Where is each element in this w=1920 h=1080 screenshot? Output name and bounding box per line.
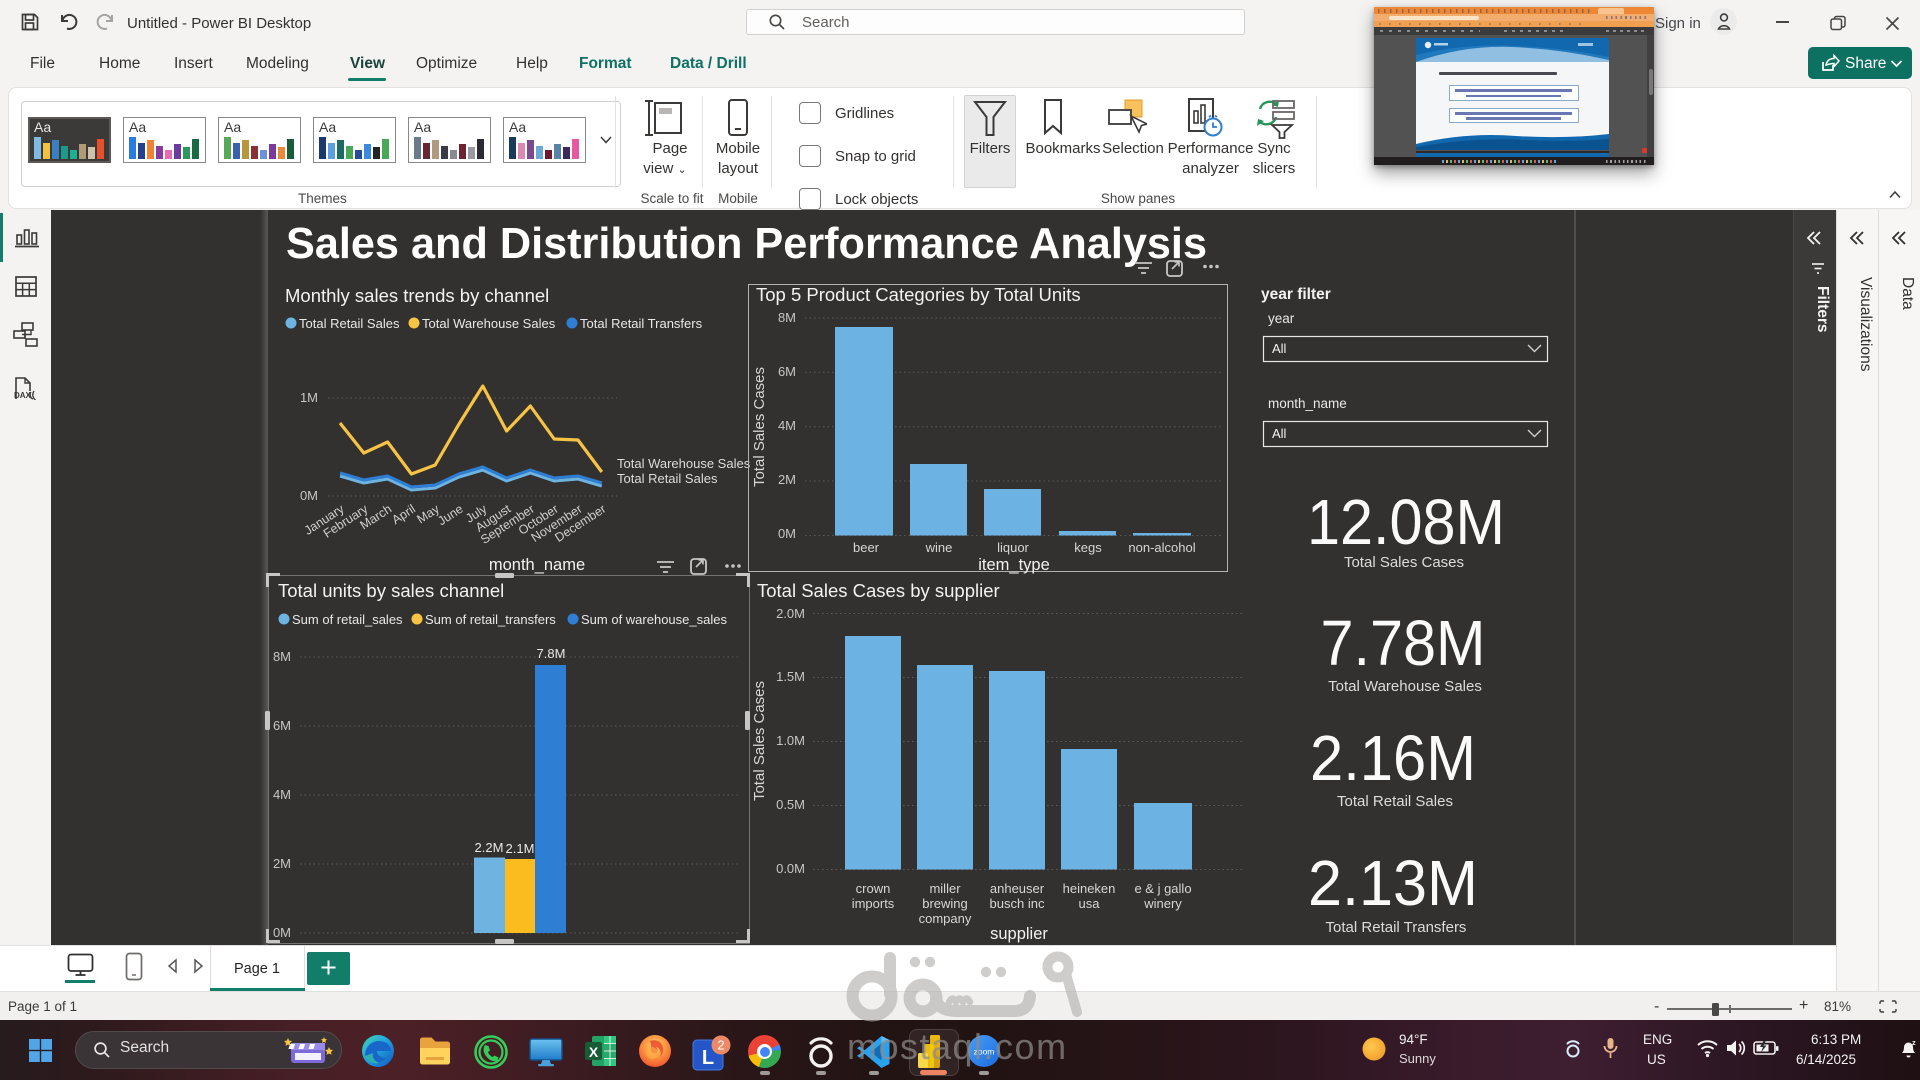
svg-text:e & j gallo: e & j gallo: [1134, 881, 1191, 896]
svg-text:All: All: [1272, 341, 1287, 356]
svg-text:year filter: year filter: [1261, 286, 1331, 303]
svg-text:Monthly sales trends by channe: Monthly sales trends by channel: [285, 285, 549, 306]
svg-text:month_name: month_name: [489, 556, 585, 574]
svg-text:Total Retail Transfers: Total Retail Transfers: [580, 316, 703, 331]
svg-text:8M: 8M: [273, 649, 291, 664]
svg-text:6M: 6M: [273, 718, 291, 733]
svg-text:Total Retail Transfers: Total Retail Transfers: [1326, 919, 1467, 936]
svg-text:0M: 0M: [273, 925, 291, 940]
svg-text:Total Retail Sales: Total Retail Sales: [1337, 793, 1453, 810]
svg-text:busch inc: busch inc: [990, 896, 1045, 911]
svg-text:item_type: item_type: [978, 556, 1050, 574]
svg-text:anheuser: anheuser: [990, 881, 1045, 896]
svg-text:1.5M: 1.5M: [776, 669, 805, 684]
svg-text:Visualizations: Visualizations: [1857, 277, 1874, 372]
svg-text:heineken: heineken: [1063, 881, 1116, 896]
svg-text:2M: 2M: [273, 856, 291, 871]
svg-text:All: All: [1272, 426, 1287, 441]
svg-text:4M: 4M: [273, 787, 291, 802]
svg-text:0.5M: 0.5M: [776, 797, 805, 812]
svg-text:Total Sales Cases: Total Sales Cases: [751, 681, 768, 801]
svg-text:non-alcohol: non-alcohol: [1128, 540, 1195, 555]
svg-text:0M: 0M: [300, 488, 318, 503]
svg-text:2.13M: 2.13M: [1308, 847, 1478, 919]
svg-text:Total Warehouse Sales: Total Warehouse Sales: [422, 316, 556, 331]
svg-text:imports: imports: [852, 896, 895, 911]
svg-text:Filters: Filters: [1814, 286, 1831, 333]
svg-text:2: 2: [717, 1038, 724, 1053]
svg-text:month_name: month_name: [1268, 396, 1347, 411]
svg-text:7.78M: 7.78M: [1321, 607, 1486, 679]
svg-text:2.1M: 2.1M: [506, 841, 535, 856]
svg-text:beer: beer: [853, 540, 880, 555]
svg-text:2.0M: 2.0M: [776, 606, 805, 621]
svg-text:winery: winery: [1143, 896, 1182, 911]
svg-text:L: L: [702, 1047, 714, 1069]
svg-text:brewing: brewing: [922, 896, 968, 911]
svg-text:kegs: kegs: [1074, 540, 1102, 555]
svg-text:6M: 6M: [778, 364, 796, 379]
svg-text:Sum of retail_transfers: Sum of retail_transfers: [425, 612, 556, 627]
svg-text:supplier: supplier: [990, 925, 1048, 943]
svg-text:year: year: [1268, 311, 1295, 326]
svg-text:Total Retail Sales: Total Retail Sales: [617, 471, 718, 486]
svg-text:Data: Data: [1899, 277, 1916, 310]
svg-text:8M: 8M: [778, 310, 796, 325]
svg-text:Total Sales Cases: Total Sales Cases: [751, 367, 768, 487]
svg-text:2M: 2M: [778, 472, 796, 487]
svg-text:7.8M: 7.8M: [537, 646, 566, 661]
svg-text:June: June: [435, 502, 465, 529]
svg-text:Sales and Distribution Perform: Sales and Distribution Performance Analy…: [286, 219, 1207, 268]
svg-text:1M: 1M: [300, 390, 318, 405]
svg-text:Total units by sales channel: Total units by sales channel: [278, 580, 504, 601]
svg-text:z: z: [1912, 1038, 1916, 1047]
svg-text:2.2M: 2.2M: [475, 840, 504, 855]
svg-text:Total Warehouse Sales: Total Warehouse Sales: [617, 456, 751, 471]
svg-text:Total Sales Cases by supplier: Total Sales Cases by supplier: [757, 580, 1000, 601]
svg-text:Sum of warehouse_sales: Sum of warehouse_sales: [581, 612, 727, 627]
svg-text:Total Sales Cases: Total Sales Cases: [1344, 554, 1464, 571]
svg-text:miller: miller: [929, 881, 961, 896]
svg-text:DAX: DAX: [14, 391, 32, 400]
svg-text:0.0M: 0.0M: [776, 861, 805, 876]
svg-text:12.08M: 12.08M: [1307, 486, 1505, 558]
svg-text:Total Retail Sales: Total Retail Sales: [299, 316, 400, 331]
svg-text:zoom: zoom: [974, 1047, 995, 1057]
svg-text:liquor: liquor: [997, 540, 1029, 555]
svg-text:X: X: [589, 1044, 599, 1060]
svg-text:0M: 0M: [778, 526, 796, 541]
svg-text:2.16M: 2.16M: [1310, 722, 1476, 794]
svg-text:company: company: [919, 911, 972, 926]
svg-text:Top 5 Product Categories by To: Top 5 Product Categories by Total Units: [756, 284, 1081, 305]
svg-text:Total Warehouse Sales: Total Warehouse Sales: [1328, 678, 1482, 695]
svg-text:4M: 4M: [778, 418, 796, 433]
svg-text:crown: crown: [856, 881, 891, 896]
svg-text:Sum of retail_sales: Sum of retail_sales: [292, 612, 403, 627]
svg-text:1.0M: 1.0M: [776, 733, 805, 748]
svg-text:wine: wine: [925, 540, 953, 555]
svg-text:usa: usa: [1079, 896, 1101, 911]
